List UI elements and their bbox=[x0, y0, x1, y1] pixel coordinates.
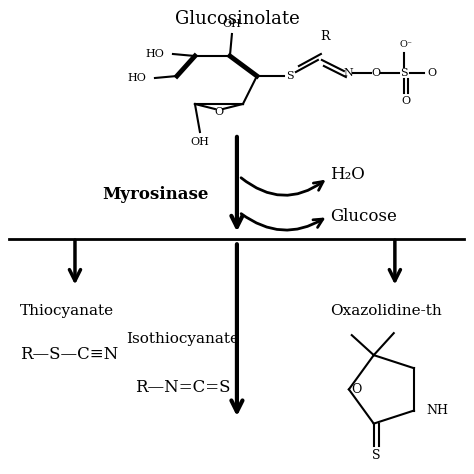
Text: R—S—C≡N: R—S—C≡N bbox=[20, 346, 118, 363]
Text: O: O bbox=[352, 383, 362, 396]
Text: O: O bbox=[401, 96, 410, 106]
Text: Myrosinase: Myrosinase bbox=[102, 185, 208, 202]
Text: R: R bbox=[320, 29, 329, 43]
Text: Glucose: Glucose bbox=[330, 208, 397, 225]
Text: O: O bbox=[427, 68, 437, 78]
Text: Thiocyanate: Thiocyanate bbox=[20, 304, 114, 319]
Text: R—N=C=S: R—N=C=S bbox=[135, 379, 231, 396]
Text: OH: OH bbox=[191, 137, 210, 147]
Text: N: N bbox=[343, 68, 353, 78]
Text: OH: OH bbox=[222, 19, 241, 29]
Text: HO: HO bbox=[146, 49, 164, 59]
Text: Oxazolidine-th: Oxazolidine-th bbox=[330, 304, 442, 319]
Text: NH: NH bbox=[426, 404, 448, 417]
Text: HO: HO bbox=[128, 73, 146, 83]
Text: Isothiocyanate: Isothiocyanate bbox=[127, 332, 239, 346]
Text: H₂O: H₂O bbox=[330, 165, 365, 182]
Text: O⁻: O⁻ bbox=[400, 39, 412, 48]
Text: O: O bbox=[214, 107, 224, 117]
Text: S: S bbox=[372, 449, 380, 462]
Text: S: S bbox=[286, 71, 294, 81]
Text: S: S bbox=[400, 68, 408, 78]
Text: Glucosinolate: Glucosinolate bbox=[174, 10, 299, 28]
Text: O: O bbox=[371, 68, 381, 78]
